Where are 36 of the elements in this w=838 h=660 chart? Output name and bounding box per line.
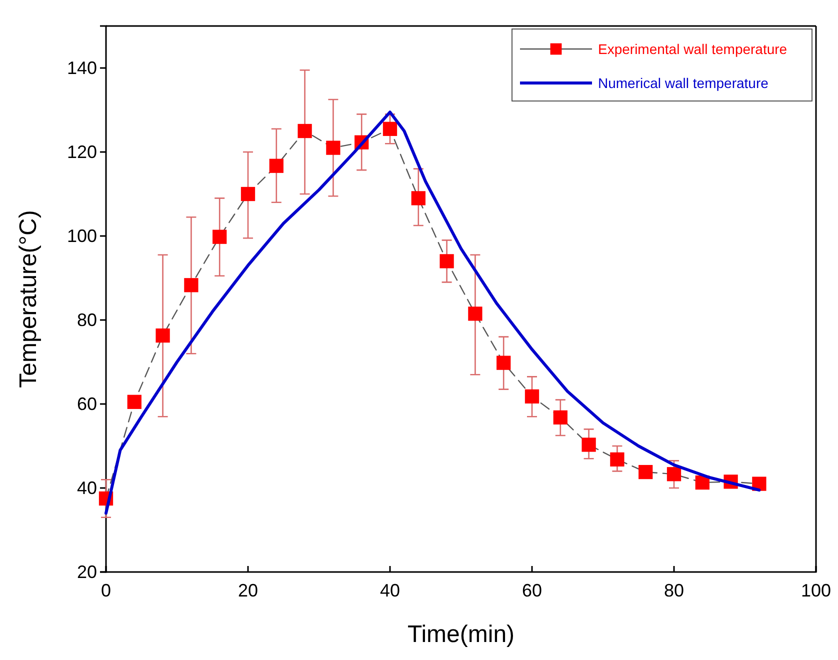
x-axis-title: Time(min) [407,621,515,648]
y-tick-label: 120 [66,142,97,162]
point [212,230,227,244]
point [326,140,340,155]
y-tick-label: 20 [76,562,97,582]
y-axis-title: Temperature(°C) [15,210,42,388]
y-tick-label: 40 [76,478,97,498]
y-tick-label: 60 [76,394,97,414]
x-tick-label: 0 [100,580,112,601]
point [411,191,426,206]
point [240,186,256,202]
point [440,254,454,268]
point [298,124,312,138]
text: Experimental wall temperature [598,40,788,57]
point [184,278,198,292]
point [610,452,624,467]
x-tick-label: 100 [800,580,832,601]
text: Numerical wall temperature [598,74,769,91]
point [582,438,596,452]
point [269,158,284,173]
x-tick-label: 60 [522,580,542,601]
point [156,328,170,343]
y-tick-label: 100 [66,226,97,246]
y-tick-label: 140 [66,58,97,78]
x-tick-label: 20 [238,580,258,601]
point [666,467,682,482]
point [553,410,568,425]
point [638,464,653,480]
y-tick-label: 80 [76,310,97,330]
point [127,394,142,409]
x-tick-label: 80 [664,580,684,601]
x-tick-label: 40 [380,580,400,601]
point [468,306,482,321]
point [524,389,540,404]
point [382,122,398,136]
point [496,356,511,370]
